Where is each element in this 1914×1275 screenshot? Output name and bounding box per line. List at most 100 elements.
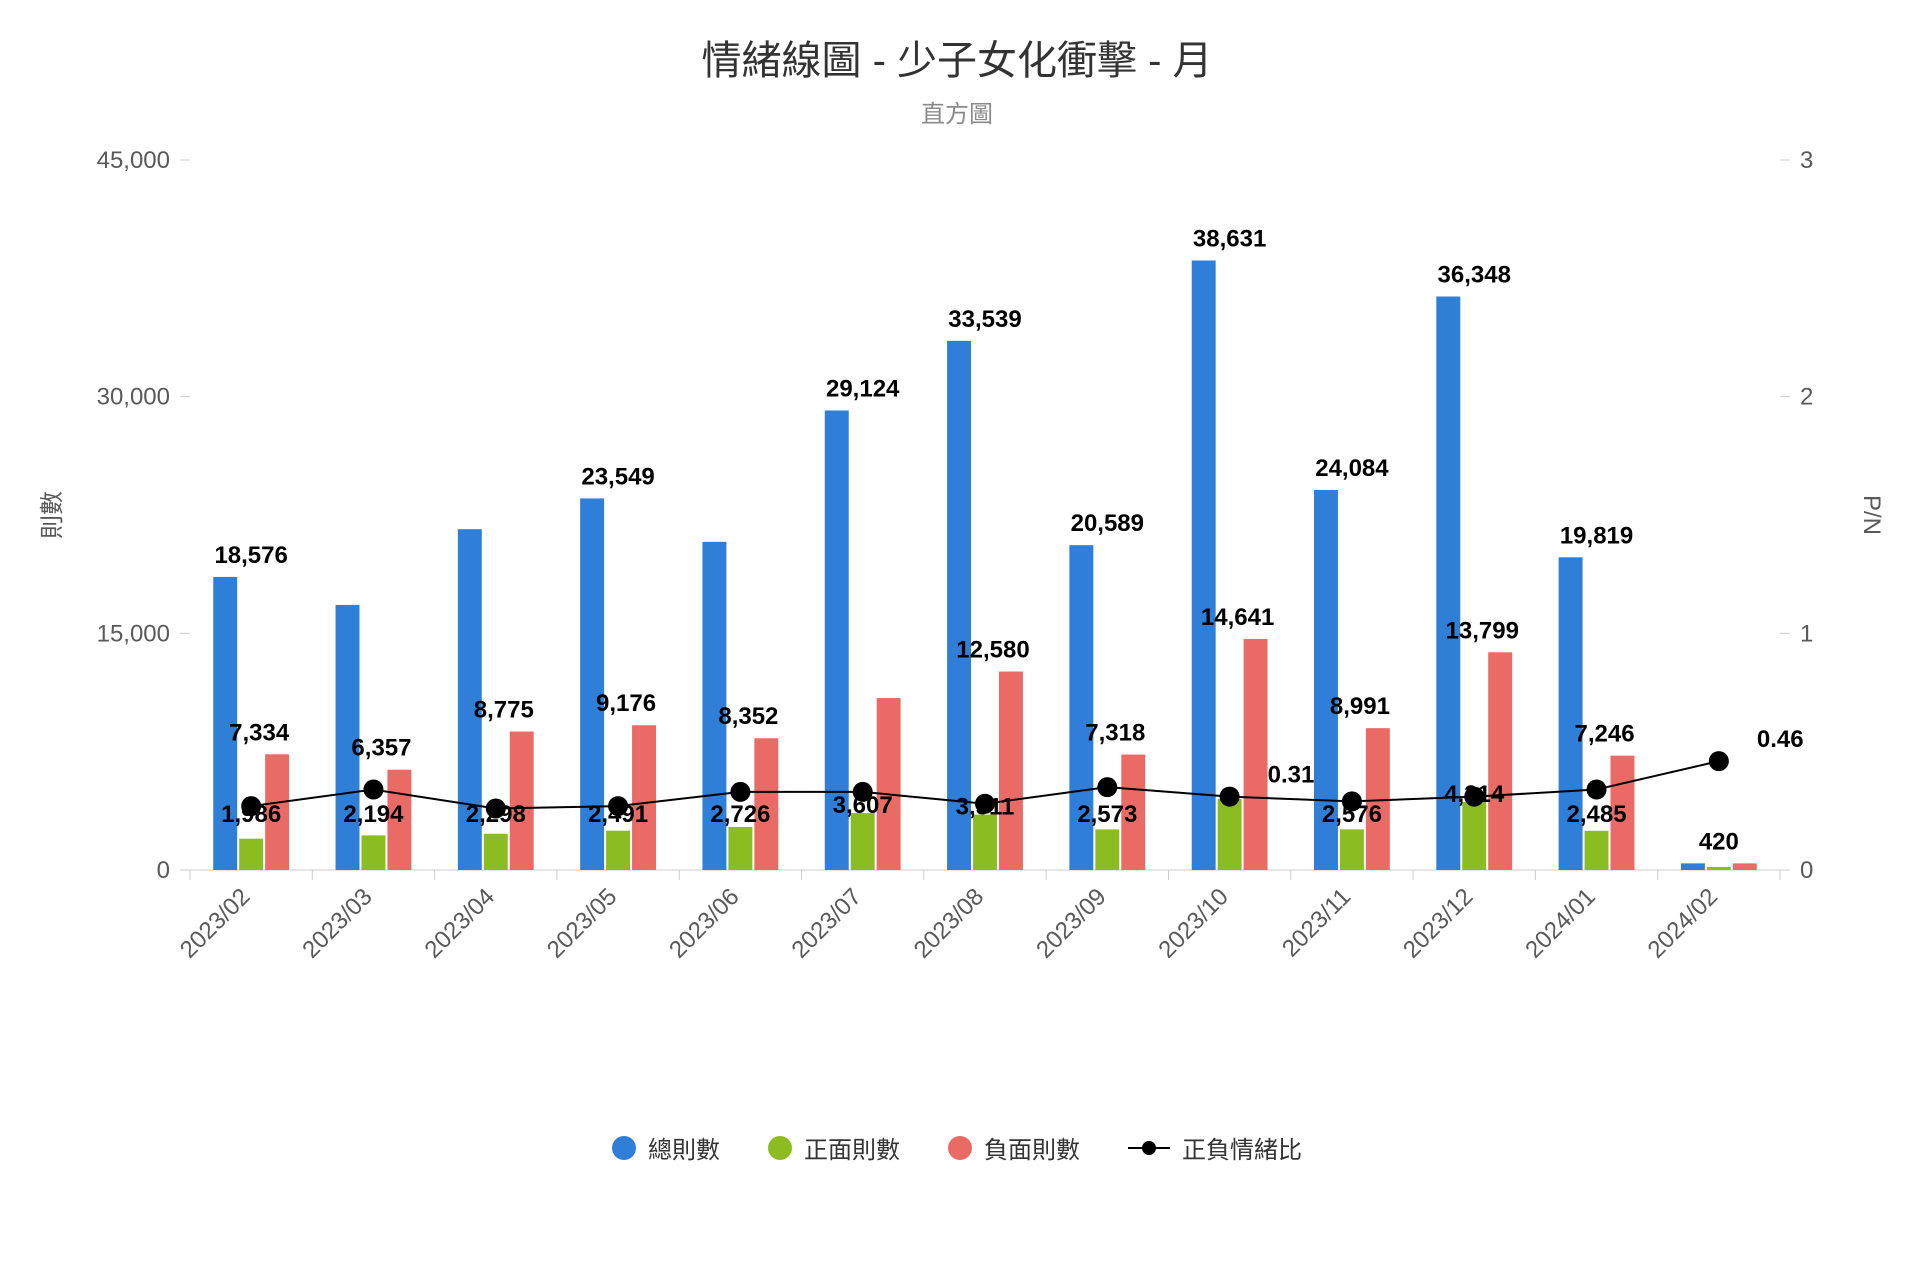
bar-total bbox=[1681, 863, 1705, 870]
bar-total bbox=[947, 341, 971, 870]
bar-negative bbox=[1488, 652, 1512, 870]
bar-positive bbox=[606, 831, 630, 870]
svg-text:2023/11: 2023/11 bbox=[1277, 883, 1356, 962]
svg-text:2023/12: 2023/12 bbox=[1398, 883, 1478, 963]
label-total: 29,124 bbox=[826, 375, 900, 402]
svg-text:2023/02: 2023/02 bbox=[175, 883, 255, 963]
svg-text:3: 3 bbox=[1800, 147, 1813, 174]
bar-negative bbox=[999, 672, 1023, 870]
bar-positive bbox=[973, 815, 997, 870]
marker-pn-ratio bbox=[1709, 751, 1729, 771]
legend-item-total[interactable]: 總則數 bbox=[612, 1130, 720, 1165]
bar-positive bbox=[1585, 831, 1609, 870]
svg-text:2024/01: 2024/01 bbox=[1520, 883, 1600, 963]
label-total: 23,549 bbox=[581, 463, 654, 490]
legend-label: 負面則數 bbox=[984, 1130, 1080, 1165]
label-negative: 14,641 bbox=[1201, 604, 1274, 631]
marker-pn-ratio bbox=[608, 796, 628, 816]
svg-text:45,000: 45,000 bbox=[97, 147, 170, 174]
svg-text:30,000: 30,000 bbox=[97, 384, 170, 411]
label-positive: 2,726 bbox=[710, 801, 770, 828]
label-negative: 8,352 bbox=[718, 703, 778, 730]
svg-text:15,000: 15,000 bbox=[97, 620, 170, 647]
svg-text:2023/03: 2023/03 bbox=[297, 883, 377, 963]
svg-text:2023/10: 2023/10 bbox=[1153, 883, 1233, 963]
legend-line-marker-icon bbox=[1128, 1147, 1170, 1149]
bar-positive bbox=[1340, 829, 1364, 870]
label-negative: 8,775 bbox=[474, 697, 534, 724]
label-total: 18,576 bbox=[214, 542, 287, 569]
bar-positive bbox=[1462, 802, 1486, 870]
legend-item-pn_ratio[interactable]: 正負情緒比 bbox=[1128, 1130, 1302, 1165]
label-negative: 7,246 bbox=[1575, 721, 1635, 748]
marker-pn-ratio bbox=[1097, 777, 1117, 797]
label-total: 420 bbox=[1699, 828, 1739, 855]
marker-pn-ratio bbox=[1220, 787, 1240, 807]
svg-text:則數: 則數 bbox=[39, 491, 66, 539]
bar-positive bbox=[361, 835, 385, 870]
legend-label: 正負情緒比 bbox=[1182, 1130, 1302, 1165]
label-pn-ratio: 0.31 bbox=[1268, 762, 1315, 789]
label-negative: 7,318 bbox=[1085, 720, 1145, 747]
marker-pn-ratio bbox=[1342, 791, 1362, 811]
marker-pn-ratio bbox=[363, 780, 383, 800]
label-total: 24,084 bbox=[1315, 455, 1389, 482]
legend-label: 總則數 bbox=[648, 1130, 720, 1165]
label-positive: 2,573 bbox=[1077, 801, 1137, 828]
svg-text:2023/05: 2023/05 bbox=[542, 883, 622, 963]
bar-negative bbox=[877, 698, 901, 870]
label-total: 33,539 bbox=[948, 306, 1021, 333]
svg-text:0: 0 bbox=[1800, 857, 1813, 884]
svg-text:2023/09: 2023/09 bbox=[1031, 883, 1111, 963]
bar-positive bbox=[239, 839, 263, 870]
svg-text:1: 1 bbox=[1800, 620, 1813, 647]
svg-text:P/N: P/N bbox=[1858, 495, 1885, 535]
bar-positive bbox=[728, 827, 752, 870]
chart-container: 情緒線圖 - 少子女化衝擊 - 月 直方圖 015,00030,00045,00… bbox=[0, 0, 1914, 1275]
legend-swatch-icon bbox=[612, 1136, 636, 1160]
label-pn-ratio: 0.46 bbox=[1757, 726, 1804, 753]
svg-text:2024/02: 2024/02 bbox=[1643, 883, 1723, 963]
label-negative: 7,334 bbox=[229, 719, 290, 746]
bar-positive bbox=[1707, 867, 1731, 870]
bar-total bbox=[1192, 260, 1216, 870]
svg-text:0: 0 bbox=[157, 857, 170, 884]
marker-pn-ratio bbox=[486, 798, 506, 818]
label-negative: 6,357 bbox=[351, 735, 411, 762]
legend-swatch-icon bbox=[948, 1136, 972, 1160]
label-total: 19,819 bbox=[1560, 522, 1633, 549]
marker-pn-ratio bbox=[975, 794, 995, 814]
chart-legend: 總則數 正面則數 負面則數 正負情緒比 bbox=[0, 1130, 1914, 1165]
marker-pn-ratio bbox=[730, 782, 750, 802]
label-total: 38,631 bbox=[1193, 225, 1266, 252]
marker-pn-ratio bbox=[241, 796, 261, 816]
svg-text:2: 2 bbox=[1800, 384, 1813, 411]
label-negative: 12,580 bbox=[956, 637, 1029, 664]
bar-positive bbox=[1095, 829, 1119, 870]
label-negative: 8,991 bbox=[1330, 693, 1390, 720]
legend-swatch-icon bbox=[768, 1136, 792, 1160]
legend-item-positive[interactable]: 正面則數 bbox=[768, 1130, 900, 1165]
bar-positive bbox=[484, 834, 508, 870]
marker-pn-ratio bbox=[853, 782, 873, 802]
label-total: 20,589 bbox=[1071, 510, 1144, 537]
bar-negative bbox=[1244, 639, 1268, 870]
svg-text:2023/08: 2023/08 bbox=[909, 883, 989, 963]
legend-item-negative[interactable]: 負面則數 bbox=[948, 1130, 1080, 1165]
svg-text:2023/04: 2023/04 bbox=[420, 883, 500, 963]
chart-svg: 0 15,000 30,000 45,000 則數 0 1 2 3 P/N 2023/02 2023/… bbox=[0, 0, 1914, 1275]
bar-positive bbox=[851, 813, 875, 870]
legend-label: 正面則數 bbox=[804, 1130, 900, 1165]
svg-text:2023/06: 2023/06 bbox=[664, 883, 744, 963]
label-positive: 2,194 bbox=[343, 801, 404, 828]
bar-negative bbox=[632, 725, 656, 870]
svg-text:2023/07: 2023/07 bbox=[786, 883, 866, 963]
bar-positive bbox=[1218, 799, 1242, 870]
label-negative: 13,799 bbox=[1446, 617, 1519, 644]
label-negative: 9,176 bbox=[596, 690, 656, 717]
label-positive: 2,485 bbox=[1567, 801, 1627, 828]
marker-pn-ratio bbox=[1464, 787, 1484, 807]
label-total: 36,348 bbox=[1438, 262, 1511, 289]
bar-negative bbox=[1733, 863, 1757, 870]
marker-pn-ratio bbox=[1587, 780, 1607, 800]
